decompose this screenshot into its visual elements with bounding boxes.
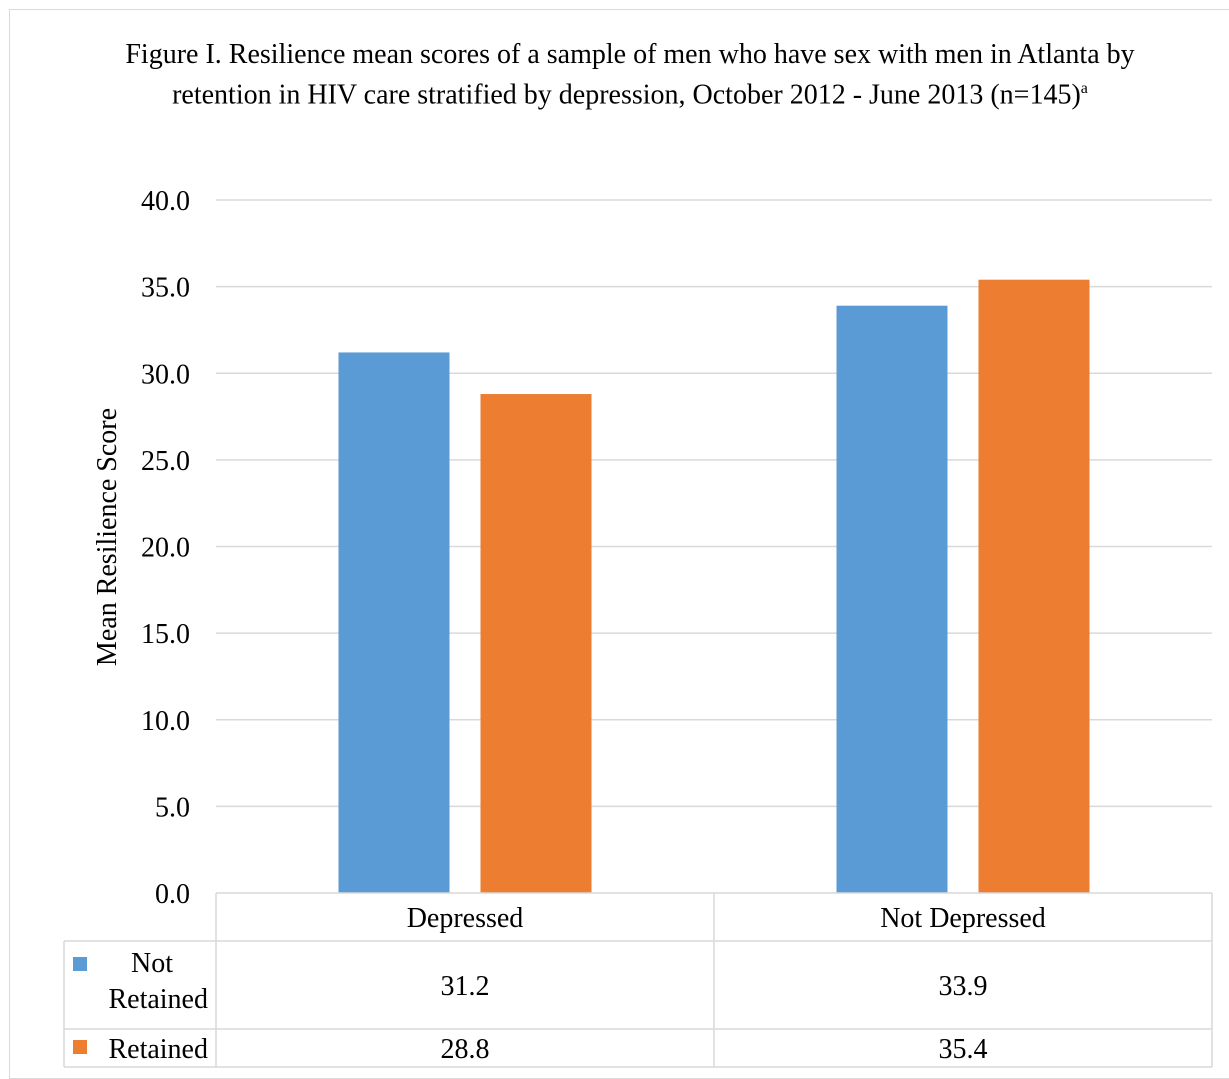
legend-label: Retained <box>108 984 208 1015</box>
y-tick-label: 5.0 <box>155 792 190 823</box>
legend-key-not-retained <box>73 957 87 971</box>
y-tick-label: 30.0 <box>141 359 190 390</box>
legend-label: Not <box>131 948 173 979</box>
data-value-label: 33.9 <box>939 971 988 1002</box>
data-value-label: 35.4 <box>939 1034 988 1065</box>
y-tick-label: 15.0 <box>141 619 190 650</box>
bar-not-retained <box>836 305 948 893</box>
y-tick-label: 0.0 <box>155 879 190 910</box>
bar-not-retained <box>338 352 450 894</box>
y-tick-label: 35.0 <box>141 273 190 304</box>
chart-title: Figure I. Resilience mean scores of a sa… <box>125 39 1135 111</box>
y-tick-label: 10.0 <box>141 706 190 737</box>
title-superscript: a <box>1080 80 1088 97</box>
y-tick-label: 20.0 <box>141 533 190 564</box>
legend-key-retained <box>73 1040 87 1054</box>
y-tick-label: 40.0 <box>141 186 190 217</box>
y-tick-label: 25.0 <box>141 446 190 477</box>
bar-retained <box>480 394 592 893</box>
x-category-label: Not Depressed <box>880 903 1046 934</box>
data-value-label: 31.2 <box>441 971 490 1002</box>
data-value-label: 28.8 <box>441 1034 490 1065</box>
x-category-label: Depressed <box>407 903 524 934</box>
bar-retained <box>978 279 1090 893</box>
legend-label: Retained <box>108 1034 208 1065</box>
